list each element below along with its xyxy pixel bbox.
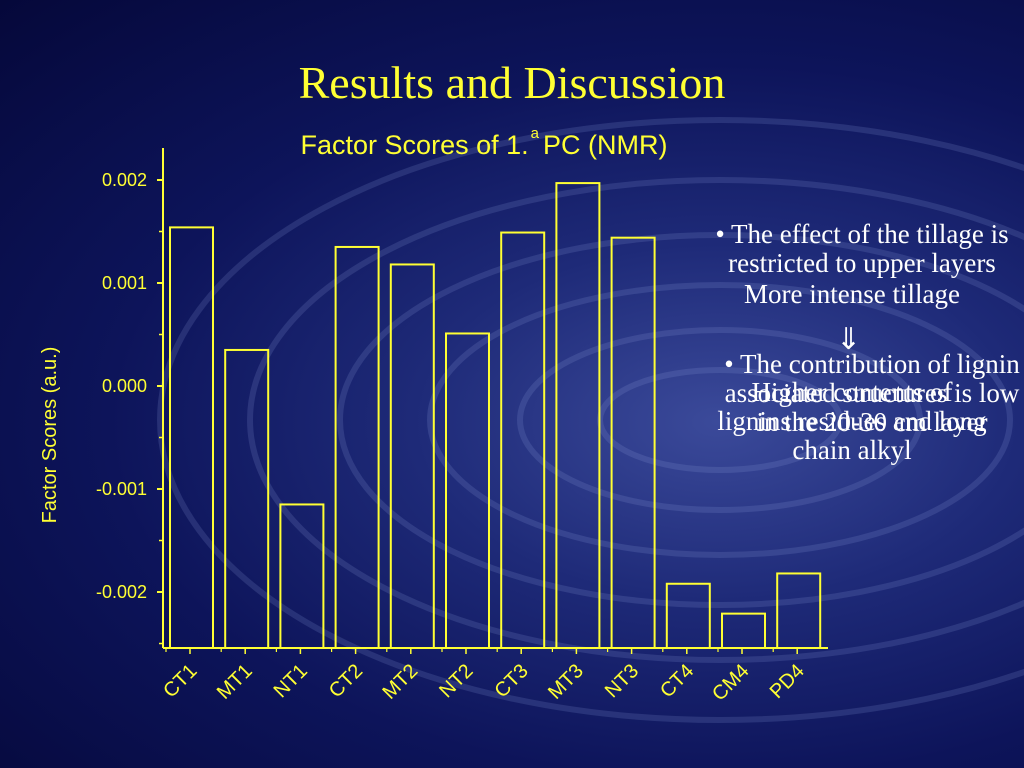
note-intense-tillage: More intense tillage	[744, 279, 960, 309]
bar-nt2	[445, 332, 490, 649]
x-tick-label: NT2	[435, 660, 477, 702]
x-tick-label: CM4	[708, 660, 753, 705]
down-arrow-icon: ⇓	[836, 323, 862, 356]
slide-title: Results and Discussion	[298, 57, 726, 108]
bar-ct2	[334, 245, 380, 649]
bar-ct1	[169, 226, 214, 649]
bar-nt1	[279, 503, 325, 650]
x-tick-label: PD4	[766, 660, 809, 703]
x-tick-label: CT4	[656, 660, 698, 702]
bar-mt3	[555, 182, 601, 649]
chart-title: Factor Scores of 1. a PC (NMR)	[0, 125, 968, 161]
bar-mt2	[389, 263, 435, 649]
x-tick-label: MT1	[213, 660, 257, 704]
x-tick-label: CT2	[325, 660, 367, 702]
note-contribution: • The contribution of lignin associated …	[724, 349, 1020, 437]
note-effect-tillage: • The effect of the tillage is restricte…	[715, 219, 1009, 278]
bar-cm4	[721, 612, 766, 650]
y-tick-label: 0.000	[102, 376, 147, 396]
chart-title-superscript: a	[530, 125, 539, 142]
y-tick-label: 0.002	[102, 170, 147, 190]
x-tick-label: NT1	[270, 660, 312, 702]
bar-ct3	[500, 231, 546, 649]
bar-nt3	[610, 236, 656, 649]
x-tick-label: MT2	[378, 660, 422, 704]
x-tick-label: CT1	[159, 660, 201, 702]
y-tick-label: -0.002	[96, 582, 147, 602]
bar-ct4	[665, 582, 711, 650]
chart-title-suffix: PC (NMR)	[542, 130, 668, 160]
y-axis-label: Factor Scores (a.u.)	[39, 347, 61, 524]
x-tick-label: CT3	[490, 660, 532, 702]
bar-pd4	[776, 572, 822, 650]
y-tick-label: -0.001	[96, 479, 147, 499]
x-tick-label: NT3	[601, 660, 643, 702]
note-higher-contents: Higher contents of lignins residues and …	[717, 377, 987, 465]
bar-mt1	[224, 348, 270, 649]
y-tick-label: 0.001	[102, 273, 147, 293]
x-tick-label: MT3	[544, 660, 588, 704]
chart-title-prefix: Factor Scores of 1.	[300, 130, 529, 160]
